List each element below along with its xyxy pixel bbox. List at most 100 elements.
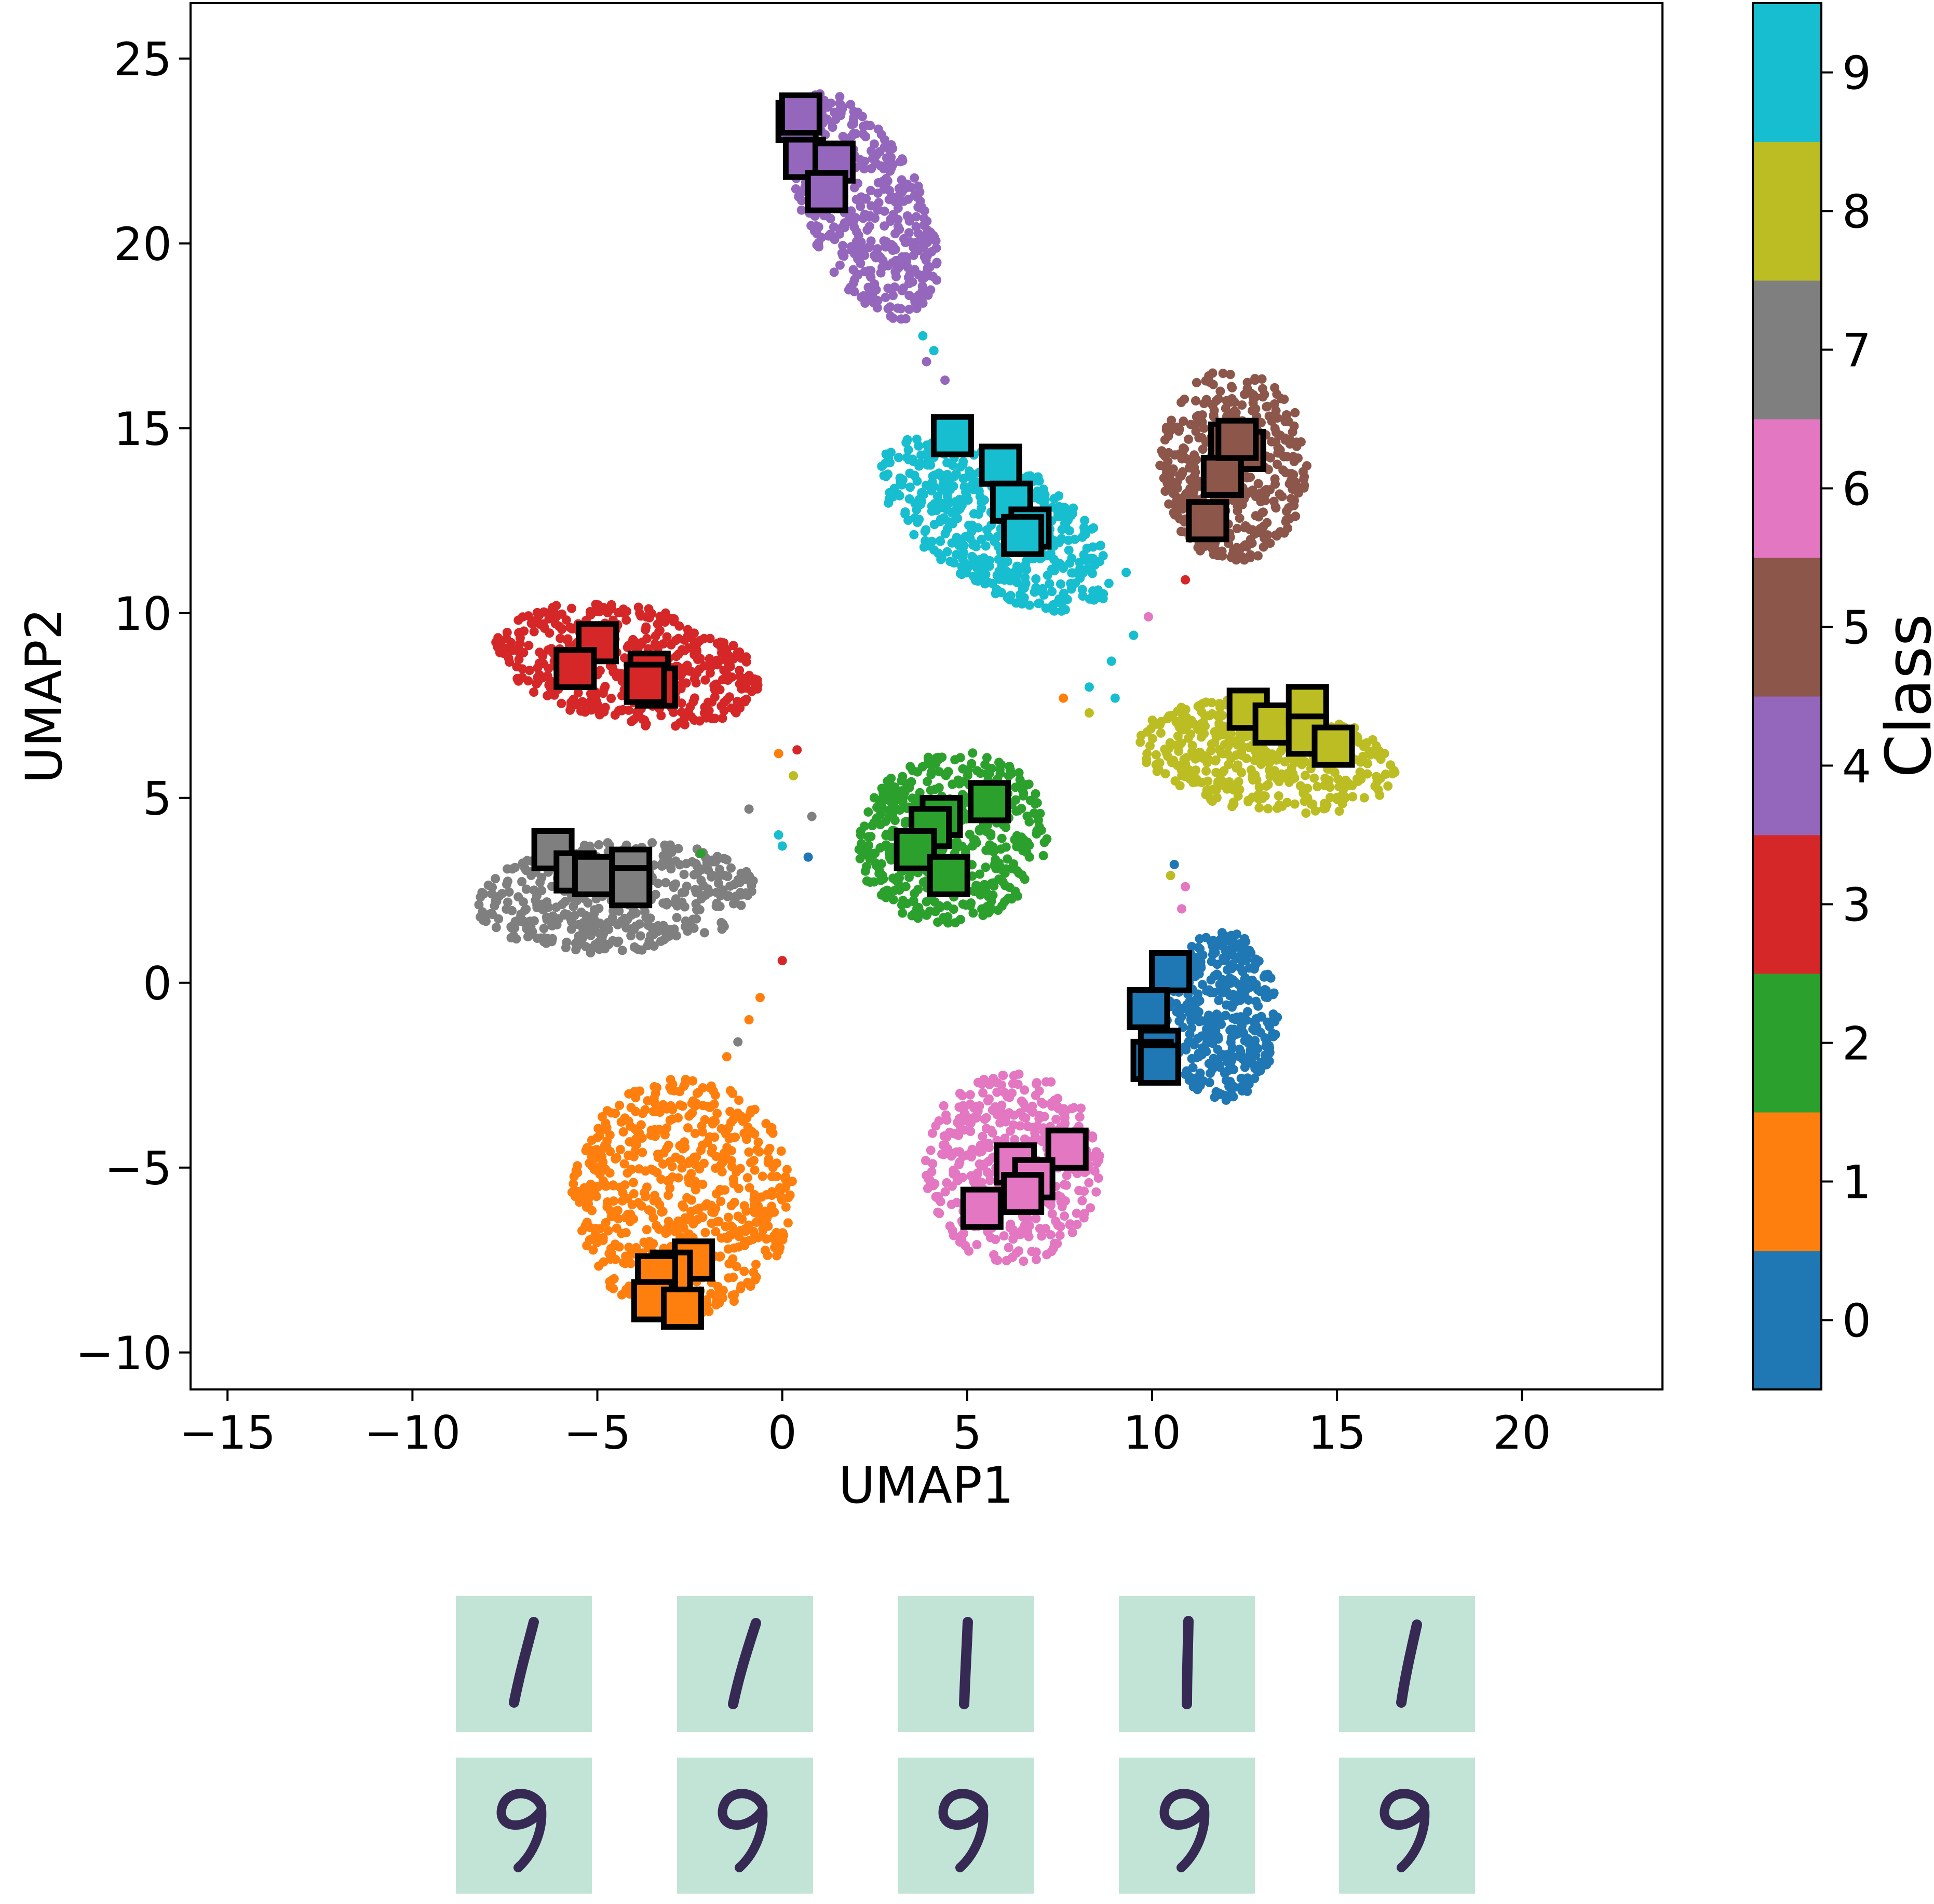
point-class-8 <box>1207 709 1217 719</box>
point-class-5 <box>1168 464 1178 474</box>
point-class-1 <box>744 1015 754 1024</box>
point-class-1 <box>711 1298 721 1307</box>
point-class-3 <box>543 608 553 618</box>
point-class-1 <box>688 1219 698 1229</box>
point-class-1 <box>736 1284 746 1293</box>
point-class-8 <box>1217 776 1227 786</box>
point-class-7 <box>669 924 679 934</box>
point-class-0 <box>1221 1010 1230 1020</box>
point-class-8 <box>1235 785 1245 794</box>
point-class-8 <box>1260 791 1270 801</box>
point-class-5 <box>1266 453 1276 463</box>
point-class-8 <box>1375 790 1385 800</box>
point-class-7 <box>551 902 561 912</box>
point-class-6 <box>933 1207 943 1217</box>
point-class-1 <box>642 1225 652 1235</box>
point-class-5 <box>1260 496 1270 506</box>
point-class-7 <box>488 883 497 893</box>
point-class-6 <box>1077 1196 1087 1206</box>
point-class-3 <box>532 679 542 689</box>
point-class-6 <box>958 1172 968 1182</box>
point-class-9 <box>1082 544 1092 553</box>
point-class-9 <box>1129 630 1139 640</box>
point-class-2 <box>868 821 877 831</box>
point-class-5 <box>1256 417 1266 427</box>
point-class-4 <box>866 186 875 195</box>
point-class-9 <box>974 486 984 496</box>
point-class-9 <box>1040 495 1050 504</box>
point-class-3 <box>674 621 684 631</box>
point-class-1 <box>618 1127 628 1137</box>
point-class-4 <box>852 227 861 237</box>
point-class-1 <box>729 1290 739 1300</box>
point-class-1 <box>678 1101 687 1111</box>
point-class-4 <box>866 236 876 246</box>
point-class-0 <box>1171 998 1181 1008</box>
point-class-3 <box>681 661 691 671</box>
point-class-7 <box>585 841 594 851</box>
point-class-0 <box>1203 1017 1213 1027</box>
highlighted-square <box>968 780 1011 823</box>
point-class-5 <box>1189 463 1199 472</box>
point-class-8 <box>1320 803 1330 813</box>
point-class-6 <box>1086 1203 1096 1213</box>
point-class-7 <box>696 894 706 903</box>
point-class-2 <box>876 809 885 819</box>
point-class-6 <box>1065 1220 1075 1230</box>
point-class-1 <box>686 1207 696 1217</box>
point-class-8 <box>1358 751 1368 761</box>
point-class-0 <box>1209 1054 1219 1063</box>
point-class-8 <box>1269 766 1279 776</box>
point-class-3 <box>641 622 651 632</box>
colorbar-segment-2 <box>1753 974 1821 1113</box>
point-class-9 <box>1010 566 1020 576</box>
point-class-6 <box>1084 1178 1094 1187</box>
point-class-5 <box>1273 460 1282 469</box>
point-class-4 <box>897 286 907 295</box>
point-class-8 <box>1359 793 1369 803</box>
point-class-1 <box>725 1106 735 1116</box>
point-class-4 <box>890 282 900 292</box>
point-class-6 <box>1031 1213 1041 1223</box>
point-class-7 <box>722 891 732 901</box>
point-class-7 <box>635 931 645 941</box>
point-class-9 <box>1088 569 1097 578</box>
point-class-1 <box>626 1103 636 1113</box>
point-class-0 <box>1207 941 1217 951</box>
point-class-7 <box>594 840 604 849</box>
digit-9-thumbnail <box>456 1758 592 1894</box>
point-class-3 <box>576 706 586 716</box>
highlighted-square <box>572 854 615 897</box>
point-class-5 <box>1255 524 1265 534</box>
point-class-3 <box>677 645 687 655</box>
point-class-1 <box>599 1257 608 1267</box>
point-class-9 <box>922 458 931 468</box>
point-class-8 <box>1084 708 1094 718</box>
point-class-1 <box>692 1179 702 1189</box>
point-class-2 <box>865 854 875 864</box>
point-class-0 <box>1242 1073 1252 1083</box>
point-class-6 <box>939 1101 949 1111</box>
point-class-3 <box>677 707 687 717</box>
point-class-2 <box>918 877 928 887</box>
point-class-7 <box>566 917 576 927</box>
y-tick-label: 25 <box>114 33 172 86</box>
point-class-7 <box>725 881 735 891</box>
point-class-3 <box>724 660 734 670</box>
point-class-8 <box>1282 798 1292 807</box>
point-class-9 <box>944 517 954 527</box>
colorbar-segment-0 <box>1753 1251 1821 1390</box>
point-class-9 <box>909 530 919 539</box>
point-class-3 <box>636 611 646 621</box>
point-class-9 <box>914 441 924 451</box>
point-class-7 <box>520 906 530 915</box>
point-class-7 <box>681 916 691 926</box>
point-class-2 <box>1042 834 1052 844</box>
point-class-0 <box>1261 985 1271 995</box>
point-class-0 <box>1237 1086 1247 1096</box>
point-class-9 <box>1079 523 1089 533</box>
point-class-9 <box>992 570 1002 580</box>
point-class-8 <box>1254 755 1264 765</box>
point-class-2 <box>1024 779 1034 789</box>
